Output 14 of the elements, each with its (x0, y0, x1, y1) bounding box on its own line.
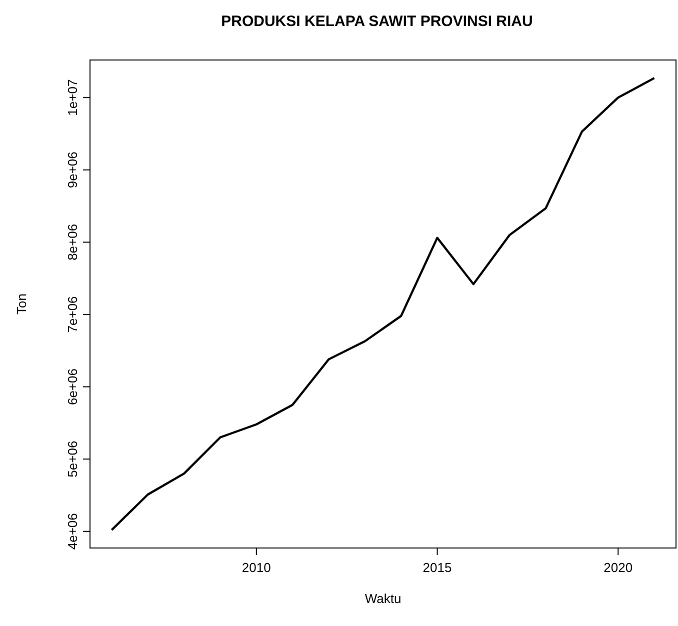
x-axis-title: Waktu (364, 591, 402, 606)
y-tick-label: 7e+06 (65, 296, 80, 333)
y-tick-label: 6e+06 (65, 368, 80, 406)
y-tick-label: 5e+06 (65, 440, 80, 478)
y-tick-label: 8e+06 (65, 224, 80, 260)
chart-title: PRODUKSI KELAPA SAWIT PROVINSI RIAU (221, 13, 533, 30)
line-series (110, 76, 656, 532)
y-tick-label: 9e+06 (65, 152, 80, 188)
y-tick-label: 1e+07 (65, 79, 80, 116)
x-tick-label: 2010 (242, 560, 271, 575)
x-tick-label: 2015 (422, 560, 452, 575)
x-tick-label: 2020 (604, 560, 633, 575)
y-tick-label: 4e+06 (65, 513, 80, 550)
y-axis-title: Ton (14, 294, 29, 314)
